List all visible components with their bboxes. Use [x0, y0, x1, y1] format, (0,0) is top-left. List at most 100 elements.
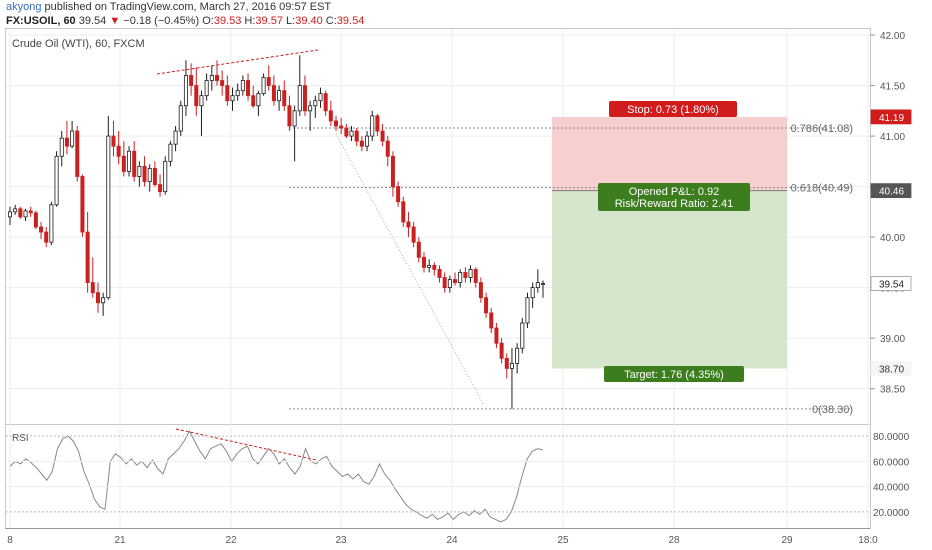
candle	[240, 75, 245, 96]
chart-title: Crude Oil (WTI), 60, FXCM	[12, 38, 145, 50]
candle-body	[478, 282, 483, 299]
time-tick-label: 24	[446, 535, 458, 546]
price-tag-text: 41.19	[879, 113, 904, 124]
candle-body	[214, 75, 219, 81]
candle-body	[194, 85, 199, 107]
rsi-line	[9, 430, 544, 523]
candle-body	[380, 130, 385, 142]
candle-body	[33, 212, 38, 228]
candle	[209, 65, 214, 91]
stop-label-bg	[609, 101, 737, 117]
pnl-label-bg	[598, 183, 750, 211]
candle	[106, 115, 111, 300]
candle-body	[7, 211, 12, 218]
candle	[520, 317, 525, 354]
candle	[225, 75, 230, 106]
candle	[344, 123, 349, 139]
fib-level-label: 0.786(41.08)	[791, 123, 853, 135]
candle-body	[292, 110, 297, 127]
price-tick-label: 39.00	[880, 334, 905, 345]
symbol-name[interactable]: FX:USOIL, 60	[6, 15, 76, 27]
price-tick-label: 40.00	[880, 233, 905, 244]
candle	[515, 343, 520, 374]
candle-body	[246, 80, 251, 97]
candle	[437, 265, 442, 283]
candle	[28, 206, 33, 217]
price-tag-bg	[870, 109, 912, 125]
time-tick-label: 28	[668, 535, 680, 546]
rsi-divergence-line[interactable]	[175, 428, 317, 461]
author-link[interactable]: akyong	[6, 1, 42, 13]
candlesticks	[7, 55, 546, 409]
rsi-axis: 20.0000 40.0000 60.0000 80.0000	[6, 432, 910, 519]
candle-body	[85, 231, 90, 283]
candle-body	[152, 168, 157, 185]
price-tag-text: 38.70	[879, 364, 904, 375]
candle	[468, 265, 473, 283]
candle-body	[271, 85, 276, 102]
candle-body	[339, 125, 344, 129]
price-tick-label: 41.00	[880, 132, 905, 143]
rsi-tick-label: 80.0000	[873, 432, 910, 443]
candle	[302, 75, 307, 116]
candle-body	[199, 95, 204, 107]
candle	[246, 73, 251, 101]
candle	[421, 252, 426, 273]
candle-body	[421, 256, 426, 268]
price-tick-label: 41.50	[880, 82, 905, 93]
price-tick-label: 38.50	[880, 385, 905, 396]
candle	[313, 95, 318, 118]
candle-body	[39, 226, 44, 233]
candle	[494, 322, 499, 349]
candle-body	[535, 282, 540, 289]
candle-body	[90, 282, 95, 294]
target-label: Target: 1.76 (4.35%)	[604, 366, 744, 382]
short-position-tool[interactable]	[552, 116, 787, 369]
candle-body	[504, 357, 509, 369]
candle-body	[520, 322, 525, 349]
candle-body	[406, 221, 411, 228]
fib-level-label: 0(38.30)	[812, 404, 853, 416]
candle-body	[54, 155, 59, 206]
candle	[214, 60, 219, 86]
rsi-pane-frame	[5, 424, 871, 529]
target-label-text: Target: 1.76 (4.35%)	[624, 369, 724, 381]
candle	[70, 120, 75, 149]
candle-body	[302, 85, 307, 112]
stop-zone[interactable]	[552, 116, 787, 191]
time-tick-label: 29	[781, 535, 793, 546]
publish-text: published on TradingView.com, March 27, …	[44, 1, 332, 13]
candle	[432, 262, 437, 276]
candle	[39, 221, 44, 240]
candle	[530, 282, 535, 308]
candle	[308, 100, 313, 132]
candle	[411, 221, 416, 248]
candle-body	[365, 135, 370, 147]
high-value: 39.57	[255, 15, 283, 27]
candle-body	[168, 143, 173, 162]
target-zone[interactable]	[552, 190, 787, 369]
price-divergence-line[interactable]	[156, 49, 319, 75]
candle-body	[458, 272, 463, 283]
candle-body	[95, 292, 100, 304]
candle	[75, 125, 80, 182]
candle	[427, 259, 432, 273]
close-value: 39.54	[336, 15, 365, 27]
candle-body	[121, 155, 126, 172]
candle-body	[240, 80, 245, 92]
time-axis[interactable]: 8 21 22 23 24 25 28 29 18:0	[7, 535, 878, 546]
candle	[178, 100, 183, 137]
candle	[23, 208, 28, 221]
candle	[204, 73, 209, 101]
candle-body	[308, 105, 313, 112]
candle-body	[437, 269, 442, 278]
candle	[168, 141, 173, 167]
fib-trend-line[interactable]	[335, 133, 485, 406]
candle-body	[116, 145, 121, 157]
candle-body	[230, 95, 235, 102]
candle-body	[59, 137, 64, 157]
price-tags: 41.19 40.46 39.54 38.70	[870, 109, 912, 376]
candle	[453, 272, 458, 286]
